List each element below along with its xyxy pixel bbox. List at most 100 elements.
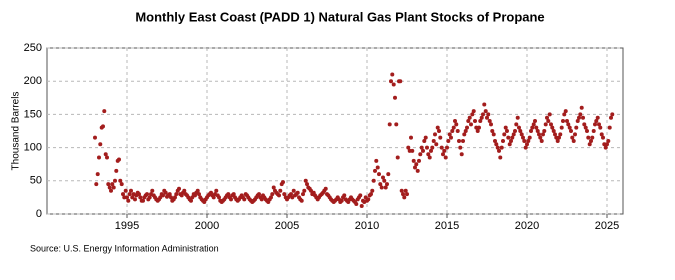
point — [395, 155, 400, 160]
point — [449, 135, 453, 140]
point — [490, 129, 495, 133]
point — [446, 138, 451, 143]
point — [439, 145, 444, 150]
point — [133, 197, 137, 202]
point — [605, 142, 609, 147]
point — [163, 190, 168, 195]
point — [521, 135, 525, 140]
point — [282, 192, 287, 197]
point — [566, 122, 571, 127]
point — [147, 195, 152, 200]
point — [553, 132, 557, 137]
point — [150, 188, 155, 193]
point — [497, 148, 501, 153]
point — [585, 129, 589, 133]
point — [323, 186, 328, 191]
point — [561, 119, 565, 124]
point — [535, 129, 540, 133]
point — [570, 135, 575, 140]
point — [217, 195, 221, 200]
point — [461, 138, 465, 143]
point — [138, 195, 143, 200]
point — [483, 109, 488, 114]
point — [451, 125, 456, 130]
point — [413, 165, 417, 170]
point — [299, 198, 304, 203]
x-tick-label: 2010 — [355, 220, 379, 232]
point — [417, 158, 421, 163]
point — [435, 125, 440, 130]
point — [571, 138, 576, 143]
point — [558, 132, 563, 137]
point — [455, 129, 460, 133]
point — [471, 109, 476, 114]
point — [359, 204, 364, 209]
point — [429, 148, 433, 153]
point — [173, 195, 177, 200]
point — [369, 192, 373, 197]
point — [517, 125, 521, 130]
point — [387, 122, 392, 127]
point — [411, 158, 416, 163]
y-tick-label: 150 — [24, 108, 42, 120]
point — [354, 202, 359, 207]
point — [113, 178, 117, 183]
point — [454, 122, 459, 127]
point — [126, 198, 131, 203]
point — [381, 175, 385, 180]
point — [377, 172, 381, 177]
point — [374, 158, 379, 163]
point — [358, 193, 363, 198]
point — [597, 122, 601, 127]
point — [462, 132, 467, 137]
point — [525, 142, 529, 147]
point — [493, 138, 497, 143]
point — [303, 178, 308, 183]
point — [491, 132, 496, 137]
point — [125, 195, 129, 200]
point — [426, 152, 431, 157]
point — [145, 192, 149, 197]
point — [551, 129, 556, 133]
source: Source: U.S. Energy Information Administ… — [30, 243, 219, 253]
point — [370, 188, 375, 193]
point — [433, 132, 437, 137]
point — [431, 138, 436, 143]
point — [606, 138, 611, 143]
point — [467, 115, 472, 120]
point — [562, 112, 567, 117]
point — [242, 197, 247, 202]
point — [567, 125, 572, 130]
point — [601, 135, 605, 140]
point — [591, 129, 596, 133]
point — [547, 112, 552, 117]
point — [103, 152, 108, 157]
point — [518, 129, 523, 133]
y-axis-label: Thousand Barrels — [11, 92, 22, 171]
point — [469, 122, 473, 127]
point — [573, 132, 577, 137]
point — [121, 192, 125, 197]
point — [141, 198, 145, 203]
point — [538, 135, 543, 140]
point — [502, 132, 507, 137]
point — [463, 129, 468, 133]
point — [278, 188, 283, 193]
point — [607, 125, 612, 130]
point — [118, 178, 123, 183]
point — [582, 122, 587, 127]
point — [378, 182, 383, 187]
point — [342, 193, 347, 198]
point — [513, 129, 517, 133]
point — [394, 122, 399, 127]
point — [270, 192, 275, 197]
point — [373, 168, 377, 173]
point — [339, 198, 344, 203]
point — [499, 145, 504, 150]
point — [598, 125, 603, 130]
point — [531, 122, 536, 127]
point — [587, 142, 592, 147]
point — [379, 185, 384, 190]
x-tick-label: 2000 — [195, 220, 219, 232]
